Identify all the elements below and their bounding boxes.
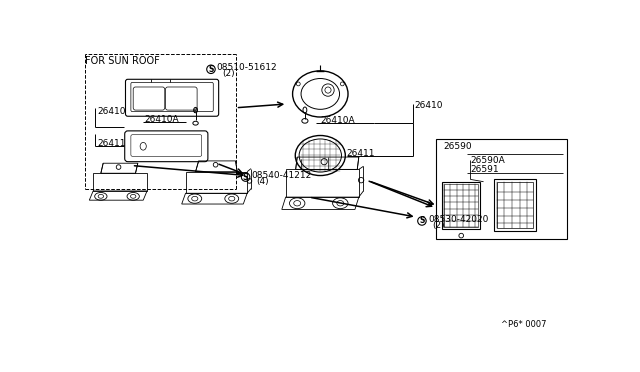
Text: 08510-51612: 08510-51612 — [216, 63, 277, 72]
Text: 26410: 26410 — [97, 107, 125, 116]
Text: ^P6* 0007: ^P6* 0007 — [501, 320, 547, 330]
Text: 26410: 26410 — [414, 101, 443, 110]
Text: 08530-42020: 08530-42020 — [428, 215, 488, 224]
Text: 26591: 26591 — [470, 165, 499, 174]
Text: 26411: 26411 — [97, 139, 125, 148]
Text: S: S — [208, 65, 214, 74]
Text: 26410A: 26410A — [145, 115, 179, 124]
Text: FOR SUN ROOF: FOR SUN ROOF — [86, 56, 160, 66]
Text: 26590: 26590 — [444, 142, 472, 151]
Text: (2): (2) — [223, 70, 235, 78]
Text: (4): (4) — [257, 177, 269, 186]
Text: S: S — [243, 173, 248, 182]
Text: 26590A: 26590A — [470, 155, 505, 165]
Text: S: S — [419, 217, 424, 225]
Text: 08540-41212: 08540-41212 — [252, 171, 312, 180]
Text: (2): (2) — [433, 221, 445, 230]
Text: 26411: 26411 — [346, 149, 375, 158]
Text: 26410A: 26410A — [320, 116, 355, 125]
